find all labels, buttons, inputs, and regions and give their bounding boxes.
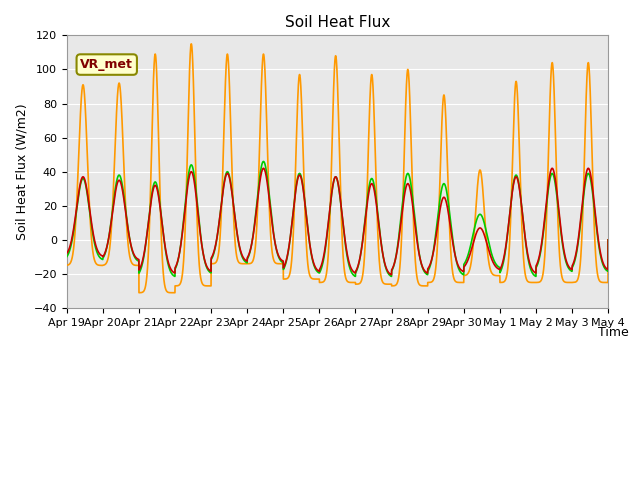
- SHF 1: [604, 266, 611, 272]
- SHF 1: [388, 272, 396, 277]
- SHF 2: [63, 263, 70, 268]
- Line: SHF 2: SHF 2: [67, 44, 608, 293]
- SHF 2: [459, 280, 467, 286]
- SHF 3: [429, 251, 436, 257]
- SHF 3: [604, 237, 612, 243]
- SHF 1: [260, 166, 268, 171]
- SHF 3: [490, 257, 497, 263]
- SHF 3: [63, 254, 70, 260]
- SHF 2: [429, 278, 436, 284]
- SHF 2: [317, 279, 325, 285]
- SHF 2: [604, 237, 612, 243]
- SHF 3: [260, 158, 268, 164]
- SHF 3: [459, 272, 467, 277]
- Text: VR_met: VR_met: [80, 58, 133, 71]
- SHF 3: [604, 268, 611, 274]
- Y-axis label: Soil Heat Flux (W/m2): Soil Heat Flux (W/m2): [15, 103, 28, 240]
- SHF 1: [429, 252, 436, 257]
- SHF 2: [171, 290, 179, 296]
- Line: SHF 3: SHF 3: [67, 161, 608, 276]
- SHF 1: [490, 260, 497, 266]
- SHF 2: [604, 280, 611, 286]
- SHF 2: [188, 41, 195, 47]
- SHF 3: [171, 274, 179, 279]
- Title: Soil Heat Flux: Soil Heat Flux: [285, 15, 390, 30]
- SHF 3: [317, 265, 325, 271]
- SHF 1: [63, 251, 70, 256]
- Line: SHF 1: SHF 1: [67, 168, 608, 275]
- X-axis label: Time: Time: [598, 326, 629, 339]
- SHF 3: [160, 237, 168, 242]
- SHF 1: [604, 237, 612, 243]
- SHF 1: [317, 263, 325, 269]
- SHF 1: [160, 236, 168, 242]
- SHF 2: [160, 278, 168, 284]
- SHF 1: [459, 268, 467, 274]
- SHF 2: [490, 272, 497, 278]
